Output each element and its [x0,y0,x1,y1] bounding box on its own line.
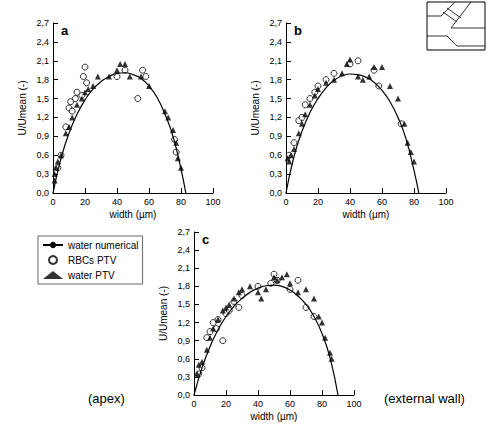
svg-text:20: 20 [221,399,231,409]
svg-text:2,1: 2,1 [269,56,282,66]
svg-text:1,5: 1,5 [177,299,190,309]
svg-text:100: 100 [346,399,361,409]
svg-text:0,9: 0,9 [177,336,190,346]
svg-text:0,3: 0,3 [177,372,190,382]
svg-text:2,7: 2,7 [177,227,190,237]
svg-text:(external wall): (external wall) [384,391,465,406]
svg-text:1,2: 1,2 [36,112,49,122]
svg-text:1,8: 1,8 [36,75,49,85]
svg-text:20: 20 [80,197,90,207]
svg-text:1,8: 1,8 [269,75,282,85]
svg-text:0,0: 0,0 [269,188,282,198]
svg-text:U/Umean (-): U/Umean (-) [158,286,169,341]
svg-text:2,4: 2,4 [177,245,190,255]
svg-text:2,4: 2,4 [269,37,282,47]
svg-text:1,8: 1,8 [177,281,190,291]
svg-text:1,5: 1,5 [36,94,49,104]
svg-text:0,0: 0,0 [177,390,190,400]
svg-text:80: 80 [409,197,419,207]
svg-text:b: b [294,23,302,38]
svg-text:a: a [61,23,69,38]
svg-text:0,3: 0,3 [269,169,282,179]
svg-text:2,7: 2,7 [269,18,282,28]
svg-text:water PTV: water PTV [67,270,115,281]
svg-text:0: 0 [50,197,55,207]
svg-text:0,6: 0,6 [36,150,49,160]
svg-text:0: 0 [191,399,196,409]
svg-text:100: 100 [205,197,220,207]
svg-text:width (µm): width (µm) [109,209,157,220]
svg-text:0,9: 0,9 [269,131,282,141]
svg-text:60: 60 [285,399,295,409]
svg-text:40: 40 [253,399,263,409]
svg-text:width (µm): width (µm) [342,209,390,220]
svg-text:80: 80 [176,197,186,207]
svg-text:100: 100 [438,197,453,207]
svg-text:U/Umean (-): U/Umean (-) [250,80,261,135]
svg-text:2,4: 2,4 [36,37,49,47]
svg-text:0,6: 0,6 [177,354,190,364]
svg-text:0: 0 [283,197,288,207]
svg-text:(apex): (apex) [88,391,125,406]
svg-text:40: 40 [345,197,355,207]
svg-text:2,1: 2,1 [36,56,49,66]
svg-text:40: 40 [112,197,122,207]
svg-text:1,5: 1,5 [269,94,282,104]
svg-text:20: 20 [313,197,323,207]
svg-text:0,0: 0,0 [36,188,49,198]
svg-text:water numerical: water numerical [67,240,139,251]
svg-text:1,2: 1,2 [177,318,190,328]
svg-text:60: 60 [144,197,154,207]
svg-text:0,3: 0,3 [36,169,49,179]
svg-text:RBCs PTV: RBCs PTV [68,255,117,266]
svg-text:c: c [202,232,209,247]
svg-text:80: 80 [317,399,327,409]
svg-text:2,1: 2,1 [177,263,190,273]
svg-text:2,7: 2,7 [36,18,49,28]
svg-text:0,6: 0,6 [269,150,282,160]
svg-text:width (µm): width (µm) [250,411,298,422]
svg-text:U/Umean (-): U/Umean (-) [17,80,28,135]
svg-text:1,2: 1,2 [269,112,282,122]
svg-text:0,9: 0,9 [36,131,49,141]
svg-text:60: 60 [377,197,387,207]
